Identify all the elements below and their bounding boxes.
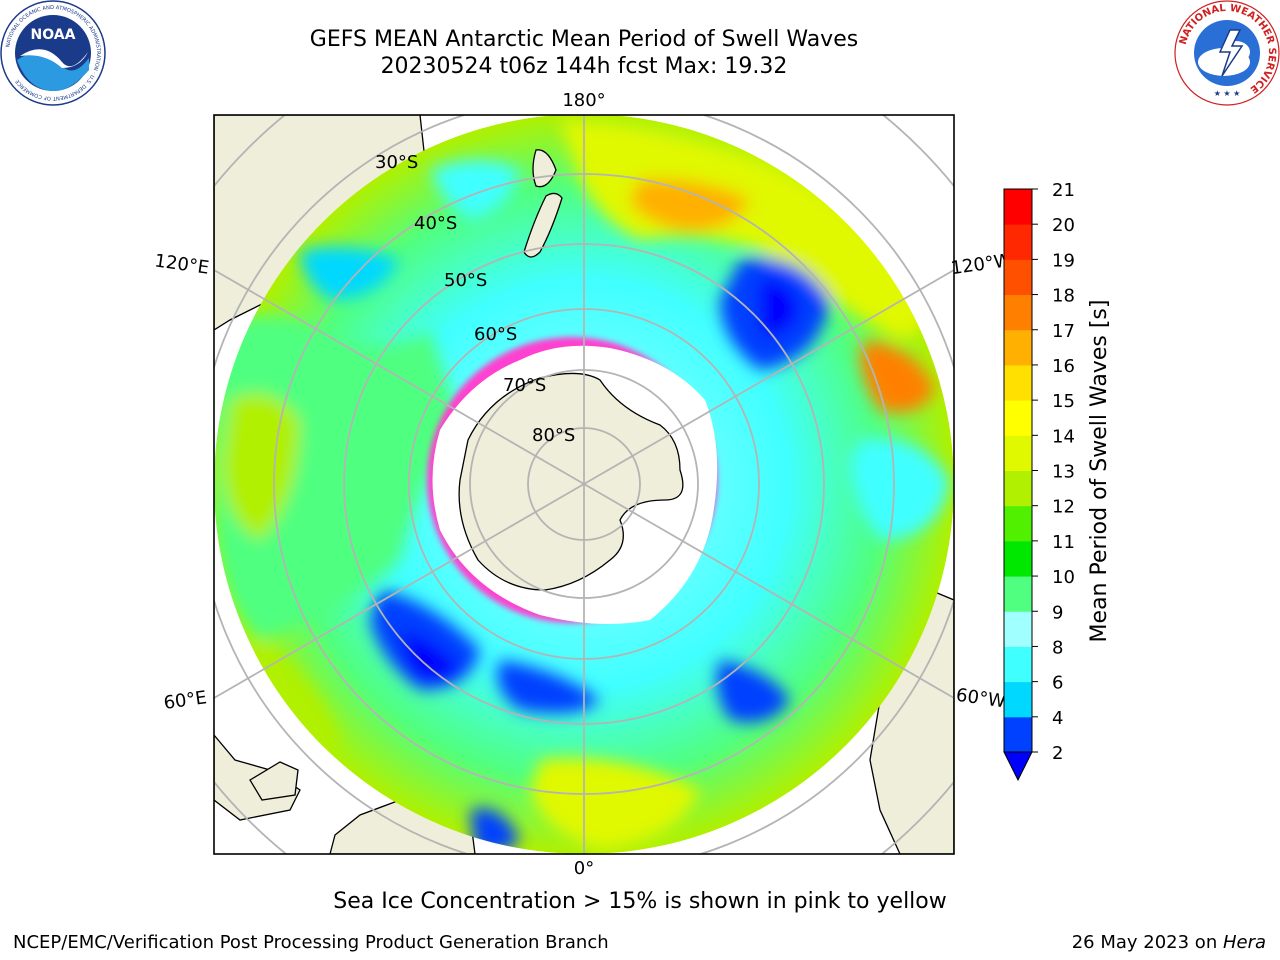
colorbar-segment bbox=[1004, 681, 1032, 718]
colorbar-tick-label: 6 bbox=[1052, 673, 1063, 694]
lon-label-0: 0° bbox=[574, 858, 594, 879]
colorbar-tick-label: 12 bbox=[1052, 497, 1075, 518]
lat-label-50s: 50°S bbox=[444, 270, 487, 291]
chart-title: GEFS MEAN Antarctic Mean Period of Swell… bbox=[309, 27, 859, 52]
colorbar-segment bbox=[1004, 470, 1032, 507]
colorbar-tick-label: 20 bbox=[1052, 215, 1075, 236]
colorbar-segment bbox=[1004, 189, 1032, 225]
colorbar-label: Mean Period of Swell Waves [s] bbox=[1087, 300, 1112, 643]
colorbar-tick-label: 17 bbox=[1052, 321, 1075, 342]
colorbar-tick-label: 10 bbox=[1052, 567, 1075, 588]
noaa-logo: NATIONAL OCEANIC AND ATMOSPHERIC ADMINIS… bbox=[0, 0, 106, 106]
colorbar-segment bbox=[1004, 329, 1032, 366]
noaa-text: NOAA bbox=[31, 27, 76, 43]
colorbar-tick-label: 11 bbox=[1052, 532, 1075, 553]
lat-label-40s: 40°S bbox=[414, 213, 457, 234]
footer-host: Hera bbox=[1222, 932, 1266, 953]
colorbar-segment bbox=[1004, 505, 1032, 542]
colorbar-tick-label: 16 bbox=[1052, 356, 1075, 377]
map-frame bbox=[213, 114, 955, 855]
lat-label-80s: 80°S bbox=[532, 425, 575, 446]
colorbar-tick-label: 19 bbox=[1052, 250, 1075, 271]
chart-subtitle: 20230524 t06z 144h fcst Max: 19.32 bbox=[380, 54, 788, 79]
graticule bbox=[214, 115, 954, 854]
colorbar-tick-label: 9 bbox=[1052, 602, 1063, 623]
colorbar-segment bbox=[1004, 259, 1032, 296]
colorbar-segment bbox=[1004, 646, 1032, 683]
lon-label-60w: 60°W bbox=[955, 685, 1007, 713]
lon-label-180: 180° bbox=[562, 90, 605, 111]
lat-label-60s: 60°S bbox=[474, 324, 517, 345]
sea-ice-caption: Sea Ice Concentration > 15% is shown in … bbox=[333, 889, 947, 914]
colorbar-tick-label: 4 bbox=[1052, 708, 1063, 729]
colorbar-segment bbox=[1004, 294, 1032, 331]
colorbar-segment bbox=[1004, 611, 1032, 647]
colorbar-segment bbox=[1004, 435, 1032, 471]
colorbar-tick-label: 21 bbox=[1052, 180, 1075, 201]
colorbar-tick-label: 15 bbox=[1052, 391, 1075, 412]
footer-credit: NCEP/EMC/Verification Post Processing Pr… bbox=[13, 932, 609, 953]
colorbar-tick-label: 13 bbox=[1052, 462, 1075, 483]
lon-label-60e: 60°E bbox=[162, 687, 208, 714]
lat-label-30s: 30°S bbox=[375, 152, 418, 173]
colorbar-tick-label: 14 bbox=[1052, 426, 1075, 447]
colorbar-tick-label: 8 bbox=[1052, 637, 1063, 658]
lat-label-70s: 70°S bbox=[503, 375, 546, 396]
colorbar-segment bbox=[1004, 716, 1032, 753]
colorbar-segment bbox=[1004, 540, 1032, 577]
nws-logo: NATIONAL WEATHER SERVICE ★ ★ ★ bbox=[1174, 0, 1280, 106]
colorbar-segment bbox=[1004, 576, 1032, 612]
colorbar-segment bbox=[1004, 364, 1032, 401]
footer-date-host: 26 May 2023 on Hera bbox=[1072, 932, 1266, 953]
svg-text:★ ★ ★: ★ ★ ★ bbox=[1214, 89, 1241, 98]
colorbar: 2 4 6 8 9 10 11 12 13 14 15 16 17 18 19 20 21 bbox=[1003, 180, 1075, 782]
lon-label-120e: 120°E bbox=[153, 250, 210, 278]
footer-date: 26 May 2023 on bbox=[1071, 932, 1223, 953]
colorbar-segment bbox=[1004, 400, 1032, 436]
colorbar-segment bbox=[1004, 224, 1032, 260]
colorbar-tick-label: 2 bbox=[1052, 743, 1063, 764]
colorbar-tick-label: 18 bbox=[1052, 286, 1075, 307]
colorbar-under-triangle bbox=[1003, 751, 1033, 782]
